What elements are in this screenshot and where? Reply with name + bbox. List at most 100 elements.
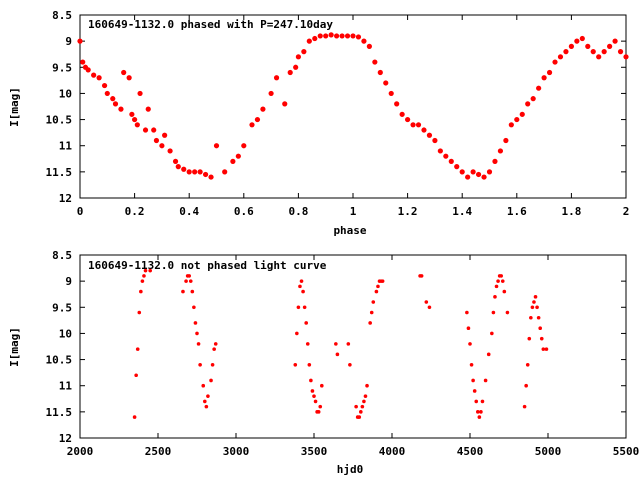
data-point xyxy=(334,342,338,346)
data-point xyxy=(536,85,542,91)
data-point xyxy=(465,174,471,180)
chart-title: 160649-1132.0 phased with P=247.10day xyxy=(88,18,333,31)
y-tick-label: 11.5 xyxy=(46,166,73,179)
data-point xyxy=(139,289,143,294)
y-tick-label: 9.5 xyxy=(52,301,72,314)
y-tick-label: 12 xyxy=(59,192,72,205)
data-point xyxy=(186,169,192,175)
y-tick-label: 9.5 xyxy=(52,61,72,74)
data-point xyxy=(181,289,185,294)
data-point xyxy=(301,49,307,55)
data-point xyxy=(260,106,266,112)
y-tick-label: 10 xyxy=(59,327,72,340)
data-point xyxy=(479,410,483,414)
data-point xyxy=(497,148,504,154)
data-point xyxy=(316,410,321,414)
data-point xyxy=(377,69,383,76)
data-point xyxy=(459,169,465,175)
y-tick-label: 10 xyxy=(59,87,72,100)
data-point xyxy=(188,279,193,283)
data-point xyxy=(159,143,165,149)
data-point xyxy=(235,153,241,159)
data-point xyxy=(481,174,487,180)
y-tick-label: 8.5 xyxy=(52,249,72,262)
data-point xyxy=(363,394,368,398)
data-point xyxy=(104,90,110,97)
data-point xyxy=(213,143,220,149)
unphased-light-curve-panel: 160649-1132.0 not phased light curve hjd… xyxy=(8,249,639,476)
x-tick-group: 0 0.2 0.4 0.6 0.8 1 1.2 1.4 1.6 1.8 2 xyxy=(77,15,629,218)
chart-title: 160649-1132.0 not phased light curve xyxy=(88,259,327,272)
data-point xyxy=(195,331,199,336)
data-point xyxy=(249,122,255,128)
data-point xyxy=(502,289,507,294)
data-point xyxy=(153,137,160,144)
data-point xyxy=(469,363,474,367)
x-tick-label: 4000 xyxy=(379,445,406,458)
y-tick-label: 11.5 xyxy=(46,406,73,419)
data-point xyxy=(162,132,168,138)
data-point xyxy=(222,169,228,175)
x-tick-label: 0.4 xyxy=(179,205,199,218)
x-tick-label: 4500 xyxy=(457,445,484,458)
y-tick-label: 8.5 xyxy=(52,9,72,22)
data-point xyxy=(388,90,394,97)
data-point xyxy=(525,101,531,107)
x-tick-label: 3000 xyxy=(223,445,250,458)
data-point xyxy=(310,389,315,393)
x-tick-label: 0 xyxy=(77,205,84,218)
data-point xyxy=(293,64,299,70)
data-point xyxy=(419,274,424,278)
data-point xyxy=(563,49,569,55)
data-point xyxy=(148,268,152,273)
data-point xyxy=(590,49,596,55)
data-point xyxy=(514,116,520,123)
x-tick-label: 1.2 xyxy=(398,205,418,218)
data-point xyxy=(101,82,108,89)
data-point xyxy=(486,352,491,357)
data-point xyxy=(335,352,340,357)
x-tick-label: 0.6 xyxy=(234,205,254,218)
x-tick-group: 2000 2500 3000 3500 4000 4500 5000 5500 xyxy=(67,255,640,458)
data-point xyxy=(230,158,236,164)
data-point xyxy=(380,279,385,283)
data-point xyxy=(585,43,591,49)
data-point xyxy=(508,122,514,128)
data-point xyxy=(334,33,340,39)
data-point xyxy=(494,284,499,289)
data-point xyxy=(282,101,288,107)
x-tick-label: 1.6 xyxy=(507,205,527,218)
y-tick-label: 10.5 xyxy=(46,354,73,367)
data-point xyxy=(539,336,544,341)
data-point xyxy=(617,49,624,55)
data-point xyxy=(206,394,210,398)
data-point xyxy=(490,331,494,336)
data-point xyxy=(424,300,429,304)
data-point xyxy=(491,310,496,315)
x-tick-label: 1 xyxy=(350,205,357,218)
data-point xyxy=(192,169,198,175)
data-point xyxy=(140,279,145,283)
data-point xyxy=(192,305,196,310)
data-point xyxy=(302,305,307,310)
data-point xyxy=(437,148,443,154)
data-point xyxy=(121,69,127,76)
y-tick-label: 11 xyxy=(59,140,73,153)
data-point xyxy=(197,169,203,175)
data-point xyxy=(77,38,83,44)
data-point xyxy=(538,326,542,331)
data-point xyxy=(137,90,143,97)
data-point xyxy=(307,363,312,367)
data-point xyxy=(360,404,365,409)
data-point xyxy=(623,54,629,60)
data-point xyxy=(368,321,372,325)
data-point xyxy=(499,274,504,278)
data-point xyxy=(535,305,539,310)
x-tick-label: 5500 xyxy=(613,445,640,458)
data-point xyxy=(483,378,488,383)
data-point xyxy=(579,35,585,42)
x-tick-label: 1.4 xyxy=(452,205,472,218)
data-point xyxy=(530,305,535,310)
data-point xyxy=(568,43,575,49)
